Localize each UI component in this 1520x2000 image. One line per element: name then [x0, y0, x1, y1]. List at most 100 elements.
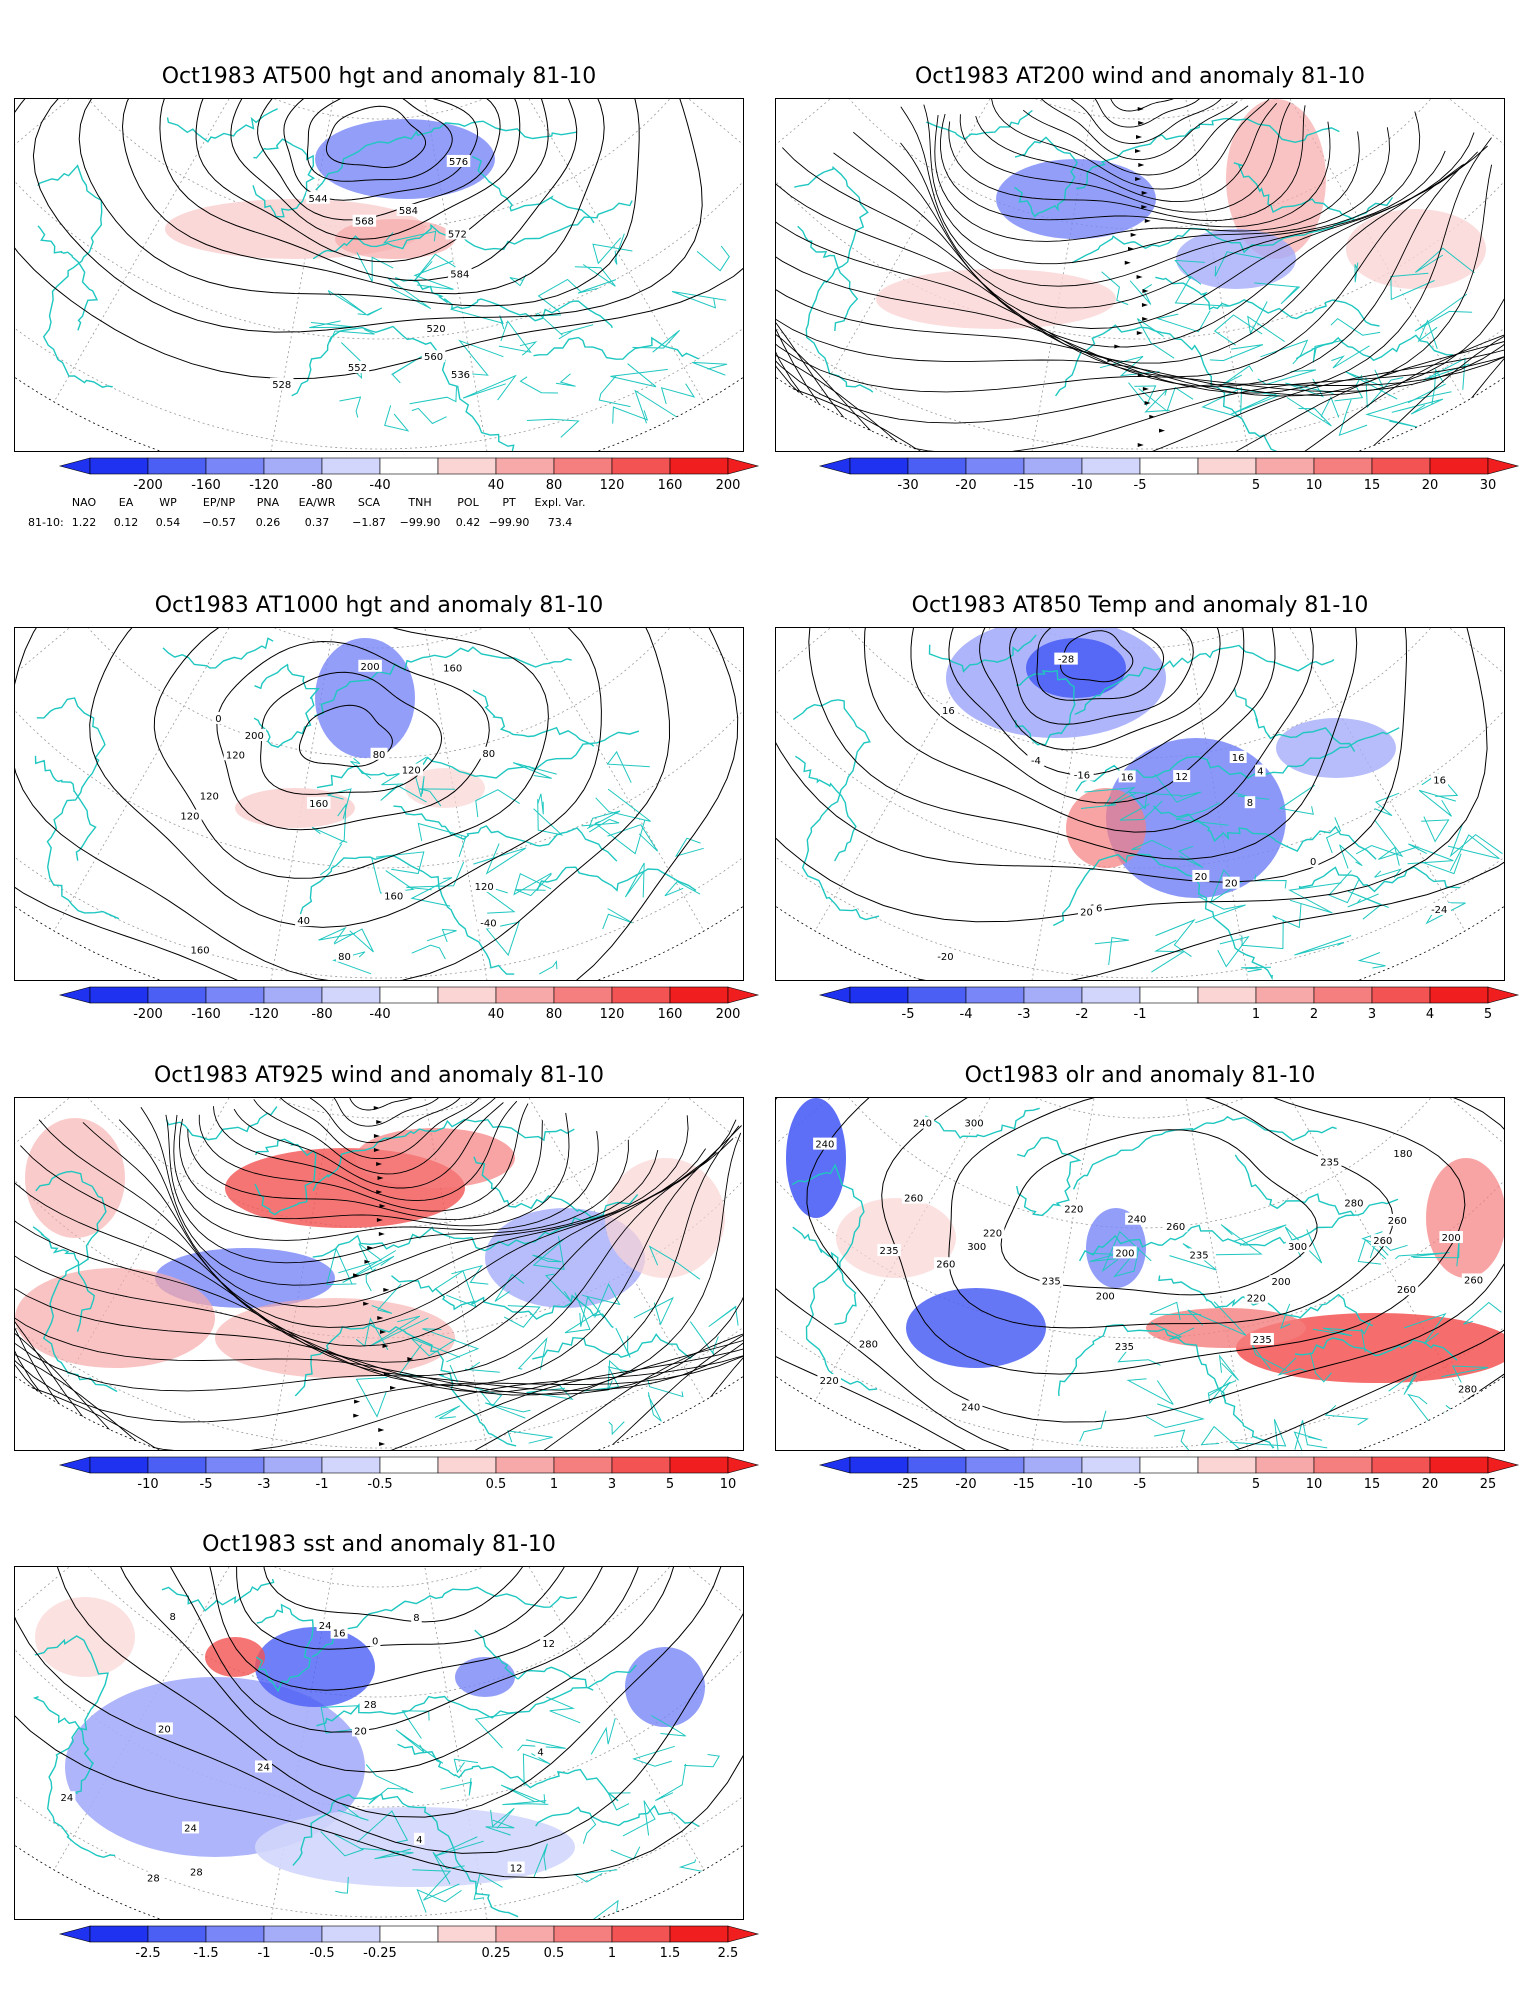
contour-label: 16: [1090, 903, 1103, 914]
colorbar-segment: [849, 986, 909, 1004]
colorbar-segment: [965, 986, 1025, 1004]
colorbar-segment: [495, 457, 555, 475]
contour-label: 160: [191, 946, 210, 957]
colorbar-tick-label: -1.5: [193, 1946, 218, 1961]
colorbar-tick-label: 2: [1310, 1007, 1318, 1022]
colorbar-segment: [553, 986, 613, 1004]
colorbar-segment: [437, 1925, 497, 1943]
contour-label: -40: [480, 919, 496, 930]
contour-label: 12: [542, 1639, 555, 1650]
contour-label: -16: [1074, 771, 1090, 782]
contour-label: 16: [1121, 772, 1134, 783]
colorbar-segment: [669, 457, 729, 475]
contour-label: 235: [879, 1246, 898, 1257]
contour-label: 16: [1232, 753, 1245, 764]
contour-label: 0: [1310, 857, 1316, 868]
colorbar-1000hgt: -200 -160 -120 -80 -40 40 80 120 160 200: [58, 986, 760, 1022]
contour-label: 536: [451, 370, 470, 381]
map-canvas: 24 28 24 4 8 12 16 20 24 28 28 24 20 0 4 8 12: [15, 1567, 743, 1919]
colorbar-segment: [669, 986, 729, 1004]
colorbar-segment: [669, 1925, 729, 1943]
contour-label: -4: [1031, 756, 1041, 767]
colorbar-segment: [611, 986, 671, 1004]
colorbar-tick-label: 120: [600, 478, 625, 493]
contour-label: 20: [1194, 872, 1207, 883]
colorbar-segment: [611, 457, 671, 475]
index-value: −99.90: [399, 516, 441, 529]
contour-label: 200: [245, 731, 264, 742]
index-header: NAO: [71, 496, 97, 509]
panel-title-925wind: Oct1983 AT925 wind and anomaly 81-10: [153, 1063, 605, 1088]
colorbar-segment: [965, 1456, 1025, 1474]
colorbar-segment: [89, 986, 149, 1004]
colorbar-tick-label: -5: [902, 1007, 915, 1022]
colorbar-svg: -200 -160 -120 -80 -40 40 80 120 160 200: [58, 457, 760, 493]
colorbar-tick-label: 5: [1484, 1007, 1492, 1022]
contour-label: 16: [333, 1629, 346, 1640]
anomaly-shading: [205, 1637, 265, 1677]
index-value: −1.87: [352, 516, 386, 529]
colorbar-olr: -25 -20 -15 -10 -5 5 10 15 20 25: [818, 1456, 1520, 1492]
colorbar-segment: [89, 457, 149, 475]
colorbar-segment: [205, 986, 265, 1004]
contour-label: 220: [1064, 1204, 1083, 1215]
contour-label: 280: [859, 1339, 878, 1350]
anomaly-shading: [485, 1208, 645, 1308]
colorbar-tick-label: 1: [608, 1946, 616, 1961]
colorbar-segment: [321, 1456, 381, 1474]
colorbar-tick-label: 3: [608, 1477, 616, 1492]
colorbar-tick-label: 80: [546, 478, 563, 493]
map-canvas: [15, 1098, 743, 1450]
contour-label: 260: [936, 1259, 955, 1270]
colorbar-svg: -25 -20 -15 -10 -5 5 10 15 20 25: [818, 1456, 1520, 1492]
contour-label: 235: [1253, 1335, 1272, 1346]
map-200wind: [775, 98, 1505, 452]
colorbar-segment: [1313, 457, 1373, 475]
colorbar-tick-label: -40: [369, 1007, 390, 1022]
contour-label: 8: [169, 1612, 175, 1623]
contour-label: 200: [1272, 1277, 1291, 1288]
colorbar-segment: [1197, 1456, 1257, 1474]
colorbar-segment: [89, 1925, 149, 1943]
map-canvas: [776, 99, 1504, 451]
contour-label: 200: [361, 662, 380, 673]
colorbar-segment: [669, 1456, 729, 1474]
colorbar-segment: [1139, 1456, 1199, 1474]
colorbar-tick-label: 0.5: [486, 1477, 507, 1492]
colorbar-tick-label: -120: [249, 478, 279, 493]
colorbar-tick-label: 5: [1252, 1477, 1260, 1492]
colorbar-tick-label: 10: [1306, 478, 1323, 493]
colorbar-segment: [1255, 1456, 1315, 1474]
anomaly-shading: [906, 1288, 1046, 1368]
colorbar-segment: [321, 986, 381, 1004]
index-header: PNA: [256, 496, 280, 509]
panel-title-500hgt: Oct1983 AT500 hgt and anomaly 81-10: [161, 64, 597, 89]
colorbar-tick-label: -1: [316, 1477, 329, 1492]
colorbar-tick-label: 160: [658, 1007, 683, 1022]
index-value: −0.57: [202, 516, 236, 529]
colorbar-tick-label: -5: [200, 1477, 213, 1492]
panel-title-sst: Oct1983 sst and anomaly 81-10: [202, 1532, 556, 1557]
colorbar-tick-label: -0.25: [363, 1946, 397, 1961]
contour-label: 280: [1458, 1384, 1477, 1395]
colorbar-tick-label: 15: [1364, 1477, 1381, 1492]
colorbar-tick-label: 10: [1306, 1477, 1323, 1492]
colorbar-segment: [1139, 986, 1199, 1004]
contour-label: 40: [297, 916, 310, 927]
contour-label: -20: [937, 952, 953, 963]
contour-label: 180: [1393, 1149, 1412, 1160]
colorbar-tick-label: 10: [720, 1477, 737, 1492]
colorbar-tick-label: -80: [311, 478, 332, 493]
anomaly-shading: [455, 1657, 515, 1697]
colorbar-tick-label: 160: [658, 478, 683, 493]
colorbar-segment: [205, 1925, 265, 1943]
index-header-row: NAO EA WP EP/NP PNA EA/WR SCA TNH POL PT Expl. Var…: [62, 496, 590, 509]
anomaly-shading: [405, 768, 485, 808]
anomaly-shading: [1176, 229, 1296, 289]
colorbar-segment: [611, 1456, 671, 1474]
colorbar-tick-label: 200: [716, 1007, 741, 1022]
anomaly-shading: [235, 788, 355, 828]
anomaly-shading: [786, 1098, 846, 1218]
index-header: WP: [159, 496, 177, 509]
index-header: Expl. Var.: [534, 496, 586, 509]
